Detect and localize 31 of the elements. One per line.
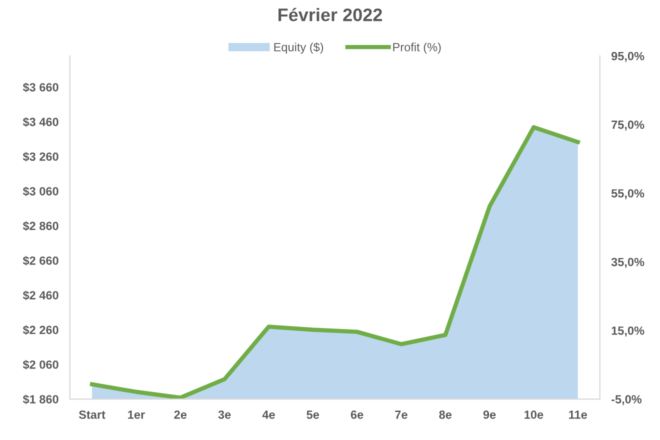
x-tick-label: 11e [569, 410, 587, 419]
x-tick-label: 1er [128, 410, 145, 419]
legend-label: Equity ($) [274, 42, 324, 54]
x-tick-label: 7e [395, 410, 408, 419]
y-tick-label: $3 060 [22, 186, 58, 196]
y-tick-label: $3 660 [22, 82, 58, 92]
x-tick-label: 4e [262, 410, 275, 419]
y2-tick-label: 75,0% [612, 120, 644, 131]
y-tick-label: $3 260 [22, 152, 58, 162]
y-tick-label: $2 660 [22, 256, 58, 266]
chart-title: Février 2022 [278, 8, 382, 22]
x-tick-label: 3e [218, 410, 231, 419]
y-tick-label: $2 860 [22, 221, 58, 231]
x-tick-label: 10e [524, 410, 544, 419]
legend-label: Profit (%) [393, 42, 441, 54]
x-tick-label: 8e [439, 410, 452, 419]
y-tick-label: $2 460 [22, 290, 58, 300]
y2-tick-label: 15,0% [612, 326, 644, 337]
y-tick-label: $2 060 [22, 360, 58, 370]
y-tick-label: $1 860 [22, 394, 58, 404]
y2-tick-label: -5,0% [612, 395, 642, 406]
x-tick-label: 5e [306, 410, 320, 419]
y-tick-label: $3 460 [22, 117, 58, 127]
x-tick-label: 2e [174, 410, 187, 419]
y2-tick-label: 35,0% [611, 258, 644, 268]
y-tick-label: $2 260 [22, 325, 58, 335]
y2-tick-label: 95,0% [611, 52, 644, 62]
y2-tick-label: 55,0% [611, 189, 644, 200]
x-tick-label: 6e [350, 410, 364, 419]
x-tick-label: Start [78, 410, 106, 419]
x-tick-label: 9e [483, 410, 496, 419]
